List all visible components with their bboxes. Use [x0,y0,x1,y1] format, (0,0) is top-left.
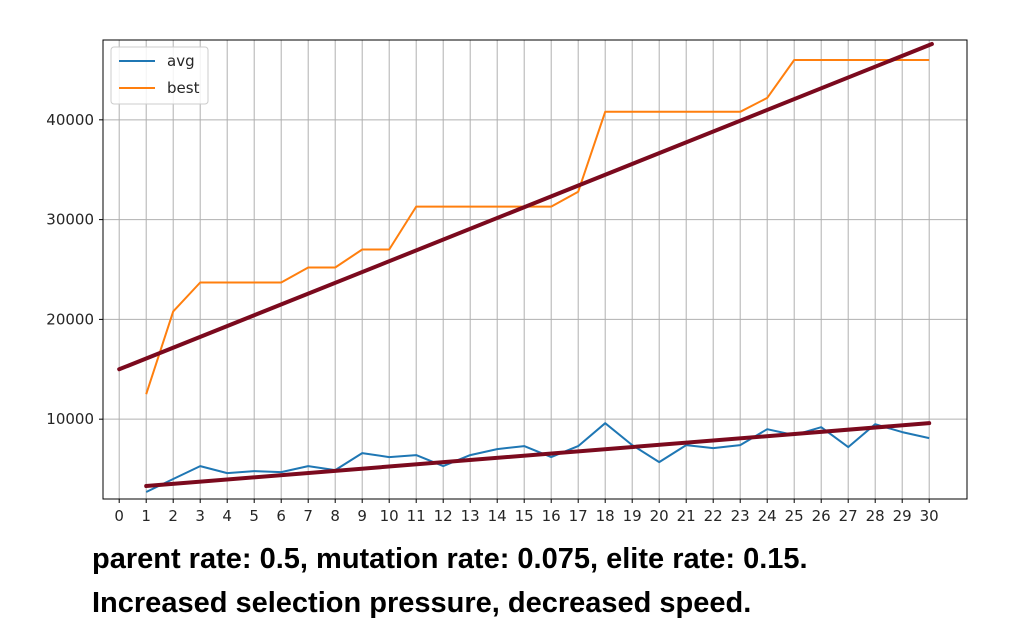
legend: avg best [110,46,209,105]
x-tick-label: 19 [623,507,642,525]
line-chart: 0 1 2 3 4 5 6 7 8 9 10 11 12 13 14 15 16 17 18 19 20 21 22 23 24… [46,39,968,525]
x-tick-label: 8 [330,507,340,525]
x-tick-label: 23 [731,507,750,525]
x-tick-label: 20 [650,507,669,525]
x-tick-label: 25 [785,507,804,525]
x-tick-label: 29 [893,507,912,525]
x-tick-label: 9 [357,507,367,525]
trend-lines [117,41,934,489]
x-tick-label: 11 [407,507,426,525]
y-tick-label: 10000 [46,410,94,428]
plot-frame [102,39,968,500]
x-tick-label: 4 [222,507,232,525]
x-tick-label: 2 [168,507,178,525]
trend-line-2 [144,421,932,489]
x-tick-label: 12 [434,507,453,525]
x-tick-label: 15 [515,507,534,525]
caption-conclusion: Increased selection pressure, decreased … [92,587,752,619]
axis-ticks: 0 1 2 3 4 5 6 7 8 9 10 11 12 13 14 15 16 17 18 19 20 21 22 23 24… [46,111,938,525]
y-tick-label: 40000 [46,111,94,129]
x-tick-label: 21 [677,507,696,525]
x-tick-label: 10 [380,507,399,525]
x-tick-label: 16 [542,507,561,525]
x-tick-label: 26 [812,507,831,525]
grid-lines [103,40,967,499]
x-tick-label: 13 [461,507,480,525]
x-tick-label: 3 [195,507,205,525]
x-tick-label: 0 [114,507,124,525]
x-tick-label: 24 [758,507,777,525]
x-tick-label: 7 [303,507,313,525]
x-tick-label: 14 [488,507,507,525]
x-tick-label: 22 [704,507,723,525]
x-tick-label: 27 [839,507,858,525]
trend-line-1 [117,41,934,372]
x-tick-label: 6 [276,507,286,525]
legend-label-best: best [167,79,200,97]
legend-label-avg: avg [167,52,195,70]
x-tick-label: 5 [249,507,259,525]
x-tick-label: 30 [920,507,939,525]
y-tick-label: 30000 [46,211,94,229]
caption-parameters: parent rate: 0.5, mutation rate: 0.075, … [92,543,808,575]
x-tick-label: 1 [141,507,151,525]
x-tick-label: 18 [596,507,615,525]
y-tick-label: 20000 [46,310,94,328]
x-tick-label: 17 [569,507,588,525]
x-tick-label: 28 [866,507,885,525]
series-line-best [145,59,930,395]
